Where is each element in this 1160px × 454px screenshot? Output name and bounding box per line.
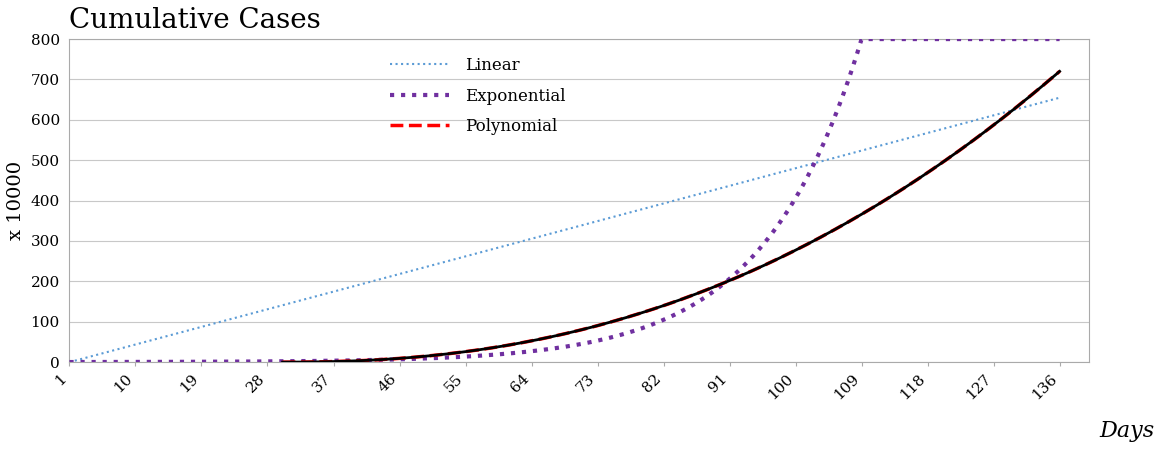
Line: Polynomial: Polynomial [283,71,1059,362]
Linear [63,360,77,365]
Linear [853,148,867,154]
Legend: Linear, Exponential, Polynomial: Linear, Exponential, Polynomial [384,50,573,142]
Exponential [742,257,756,263]
Polynomial [463,348,477,354]
Linear [834,153,848,158]
Exponential [834,96,848,102]
Exponential [853,44,867,49]
Y-axis label: x 10000: x 10000 [7,161,26,240]
Linear [463,252,477,258]
Polynomial [1052,69,1066,74]
Exponential [1052,36,1066,42]
Text: Cumulative Cases: Cumulative Cases [70,7,321,34]
Polynomial [499,343,513,348]
Linear [164,332,177,338]
Exponential [855,36,869,42]
Exponential [164,359,177,365]
Line: Linear: Linear [70,98,1059,362]
Exponential [463,354,477,359]
Exponential [63,359,77,365]
Line: Exponential: Exponential [70,39,1059,362]
Polynomial [834,223,848,228]
Linear [1052,95,1066,100]
Linear [742,178,756,183]
Text: Days: Days [1100,420,1154,442]
Linear [499,243,513,248]
Exponential [499,351,513,356]
Polynomial [853,213,867,218]
Polynomial [742,269,756,275]
